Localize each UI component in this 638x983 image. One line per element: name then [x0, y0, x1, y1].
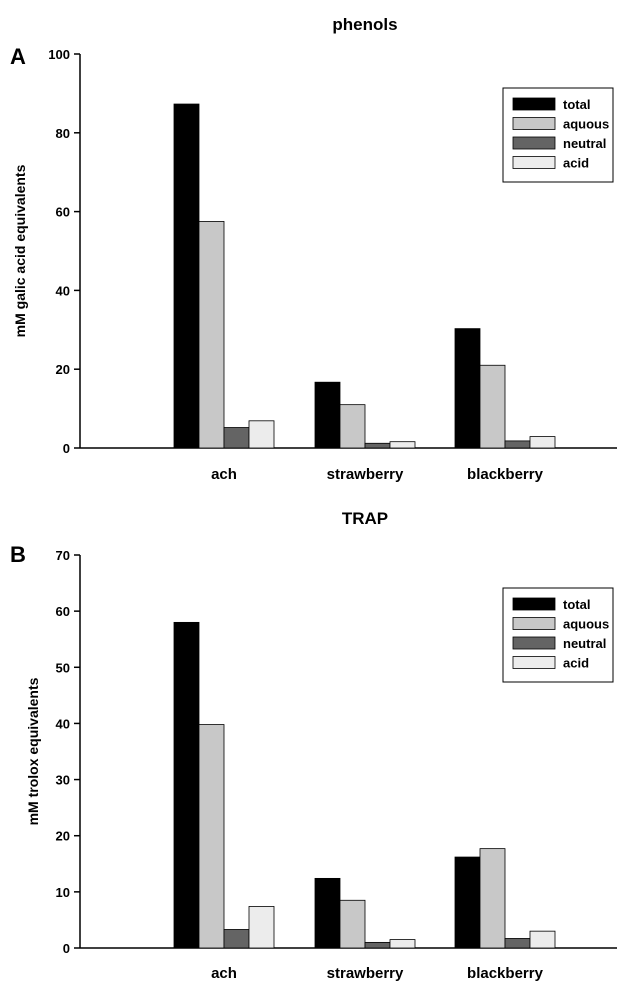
legend-label-aquous: aquous: [563, 117, 609, 132]
y-tick-label: 100: [48, 47, 70, 62]
y-tick-label: 50: [56, 660, 70, 675]
bar-blackberry-total: [454, 856, 481, 949]
chart-legend: total aquous neutral acid: [502, 587, 614, 683]
x-category-label: ach: [211, 965, 237, 982]
legend-swatch-neutral: [512, 636, 556, 650]
bar-strawberry-neutral: [364, 941, 391, 949]
panel-letter: B: [10, 542, 26, 567]
legend-swatch-total: [512, 597, 556, 611]
x-category-label: blackberry: [467, 965, 544, 982]
x-category-label: strawberry: [327, 965, 404, 982]
y-tick-label: 40: [56, 716, 70, 731]
y-tick-label: 30: [56, 773, 70, 788]
legend-swatch-neutral: [512, 136, 556, 150]
x-category-label: blackberry: [467, 466, 544, 483]
legend-swatch-acid: [512, 156, 556, 169]
bar-strawberry-total: [314, 877, 341, 949]
y-tick-label: 0: [63, 941, 70, 956]
chart-title: phenols: [332, 15, 397, 34]
panel-letter: A: [10, 44, 26, 69]
bar-ach-aquous: [198, 221, 225, 449]
y-tick-label: 70: [56, 548, 70, 563]
legend-label-aquous: aquous: [563, 617, 609, 632]
legend-swatch-aquous: [512, 117, 556, 130]
bar-blackberry-acid: [529, 930, 556, 949]
bar-blackberry-acid: [529, 436, 556, 449]
bar-ach-aquous: [198, 724, 225, 949]
legend-swatch-aquous: [512, 617, 556, 630]
bar-blackberry-total: [454, 328, 481, 449]
bar-blackberry-aquous: [479, 848, 506, 949]
y-tick-label: 80: [56, 126, 70, 141]
bar-blackberry-aquous: [479, 364, 506, 449]
x-category-label: strawberry: [327, 466, 404, 483]
legend-label-total: total: [563, 97, 590, 112]
legend-label-total: total: [563, 597, 590, 612]
chart-panel-b: TRAP BmM trolox equivalents 0 10 20 30 40 50 60 7…: [10, 509, 617, 982]
chart-legend: total aquous neutral acid: [502, 87, 614, 183]
legend-label-neutral: neutral: [563, 136, 606, 151]
bar-ach-total: [173, 103, 200, 449]
y-axis-label: mM trolox equivalents: [25, 677, 41, 825]
y-tick-label: 20: [56, 829, 70, 844]
legend-label-acid: acid: [563, 656, 589, 671]
bar-ach-acid: [248, 420, 275, 449]
bar-strawberry-total: [314, 381, 341, 449]
bar-strawberry-acid: [389, 441, 416, 449]
y-axis-label: mM galic acid equivalents: [12, 164, 28, 337]
chart-title: TRAP: [342, 509, 388, 528]
legend-label-acid: acid: [563, 156, 589, 171]
y-tick-label: 60: [56, 604, 70, 619]
x-category-label: ach: [211, 466, 237, 483]
bar-ach-total: [173, 621, 200, 949]
bar-ach-neutral: [223, 929, 250, 949]
bar-ach-acid: [248, 906, 275, 949]
y-tick-label: 20: [56, 362, 70, 377]
bar-blackberry-neutral: [504, 440, 531, 449]
y-tick-label: 60: [56, 205, 70, 220]
bar-strawberry-acid: [389, 939, 416, 949]
bar-strawberry-neutral: [364, 442, 391, 449]
bar-blackberry-neutral: [504, 938, 531, 949]
bar-strawberry-aquous: [339, 899, 366, 949]
bar-ach-neutral: [223, 427, 250, 449]
y-tick-label: 0: [63, 441, 70, 456]
y-tick-label: 40: [56, 283, 70, 298]
legend-label-neutral: neutral: [563, 636, 606, 651]
chart-panel-a: phenols AmM galic acid equivalents 0 20 40 60…: [10, 15, 617, 483]
legend-swatch-total: [512, 97, 556, 111]
bar-strawberry-aquous: [339, 404, 366, 449]
legend-swatch-acid: [512, 656, 556, 669]
y-tick-label: 10: [56, 885, 70, 900]
